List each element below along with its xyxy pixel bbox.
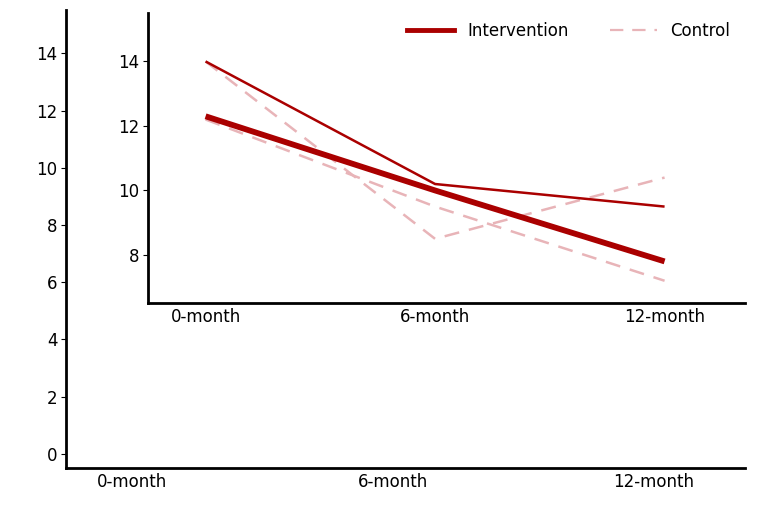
Legend: Intervention, Control: Intervention, Control [400,16,736,47]
Legend: Intervention, Control: Intervention, Control [400,9,736,41]
